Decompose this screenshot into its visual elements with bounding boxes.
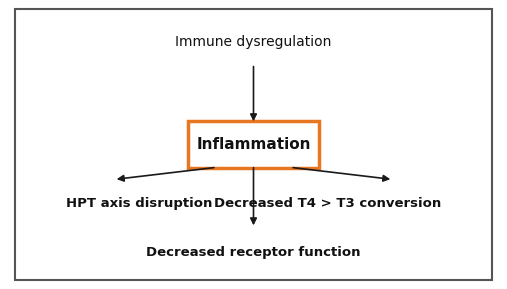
Text: Decreased T4 > T3 conversion: Decreased T4 > T3 conversion <box>214 197 441 210</box>
Text: Immune dysregulation: Immune dysregulation <box>175 35 332 49</box>
Bar <box>188 121 319 168</box>
Text: Decreased receptor function: Decreased receptor function <box>146 246 361 259</box>
Text: Inflammation: Inflammation <box>196 137 311 152</box>
Text: HPT axis disruption: HPT axis disruption <box>66 197 212 210</box>
